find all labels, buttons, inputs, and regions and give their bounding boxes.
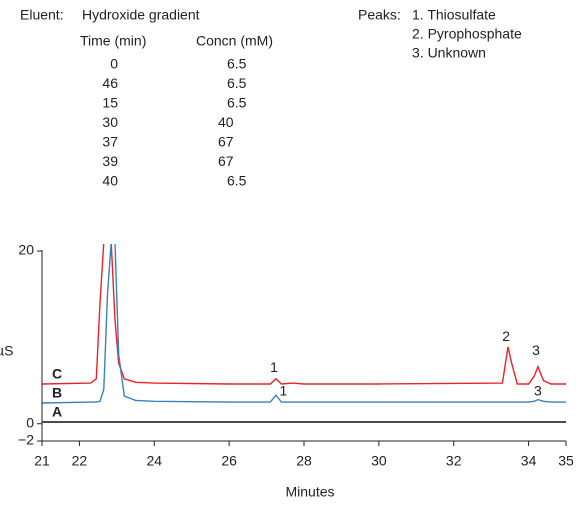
concn-cell: 6.5 [227, 56, 247, 72]
peak-item: 2. Pyrophosphate [412, 26, 522, 42]
y-axis-label: µS [0, 343, 13, 359]
series-label: C [52, 366, 62, 382]
series-label: A [52, 404, 62, 420]
y-tick-label: −2 [18, 432, 34, 448]
peaks-label: Peaks: [358, 7, 401, 23]
x-tick-label: 21 [34, 453, 50, 469]
x-tick-label: 26 [221, 453, 237, 469]
trace [42, 244, 566, 385]
peak-item: 1. Thiosulfate [412, 7, 496, 23]
time-cell: 46 [102, 75, 118, 91]
peak-item: 3. Unknown [412, 45, 486, 61]
eluent-label: Eluent: [20, 7, 64, 23]
x-tick-label: 32 [446, 453, 462, 469]
concn-cell: 6.5 [227, 173, 247, 189]
time-cell: 37 [102, 134, 118, 150]
time-cell: 39 [102, 153, 118, 169]
peak-annotation: 1 [270, 359, 278, 375]
x-tick-label: 35 [558, 453, 574, 469]
x-tick-label: 34 [521, 453, 537, 469]
eluent-name: Hydroxide gradient [82, 7, 200, 23]
time-cell: 15 [102, 95, 118, 111]
column-header: Time (min) [80, 33, 146, 49]
concn-cell: 67 [218, 153, 234, 169]
time-cell: 0 [110, 56, 118, 72]
concn-cell: 6.5 [227, 75, 247, 91]
peak-annotation: 1 [280, 382, 288, 398]
peak-annotation: 3 [532, 342, 540, 358]
y-tick-label: 0 [26, 414, 34, 430]
plot-area [42, 244, 566, 423]
x-tick-label: 28 [296, 453, 312, 469]
time-cell: 30 [102, 114, 118, 130]
x-tick-label: 24 [146, 453, 162, 469]
trace [42, 244, 566, 404]
x-axis-label: Minutes [285, 484, 334, 500]
x-tick-label: 22 [72, 453, 88, 469]
x-tick-label: 30 [371, 453, 387, 469]
peak-annotation: 2 [502, 328, 510, 344]
peak-annotation: 3 [534, 382, 542, 398]
concn-cell: 67 [218, 134, 234, 150]
series-label: B [52, 385, 62, 401]
time-cell: 40 [102, 173, 118, 189]
concn-cell: 6.5 [227, 95, 247, 111]
column-header: Concn (mM) [196, 33, 273, 49]
y-tick-label: 20 [18, 242, 34, 258]
concn-cell: 40 [218, 114, 234, 130]
